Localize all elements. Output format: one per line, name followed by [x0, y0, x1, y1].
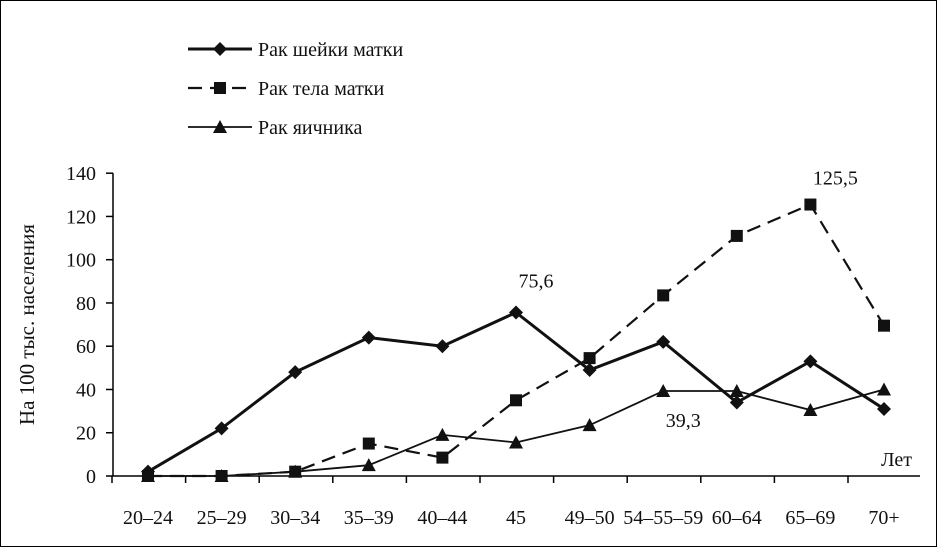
data-point-diamond: [213, 42, 227, 56]
y-tick-label: 140: [66, 163, 96, 185]
data-point-square: [362, 437, 375, 450]
data-point-diamond: [288, 365, 303, 380]
x-tick-label: 40–44: [417, 507, 467, 529]
data-point-diamond: [361, 330, 376, 345]
x-tick-label: 60–64: [712, 507, 762, 529]
y-axis-title: На 100 тыс. населения: [15, 224, 39, 425]
y-tick-label: 60: [76, 336, 96, 358]
legend-label: Рак яичника: [258, 117, 362, 139]
y-tick-label: 80: [76, 293, 96, 315]
y-tick-label: 120: [66, 206, 96, 228]
data-annotation: 125,5: [813, 168, 858, 190]
x-tick-label: 65–69: [785, 507, 835, 529]
x-tick-label: 20–24: [123, 507, 173, 529]
data-point-diamond: [582, 363, 597, 378]
data-point-square: [583, 352, 596, 365]
legend-label: Рак тела матки: [258, 78, 385, 100]
x-tick-label: 54–55–59: [623, 507, 703, 529]
data-point-square: [730, 229, 743, 242]
data-point-square: [657, 289, 670, 302]
data-point-triangle: [656, 383, 671, 397]
data-annotation: 75,6: [519, 270, 554, 292]
data-point-square: [510, 394, 522, 407]
y-tick-label: 100: [66, 250, 96, 272]
data-point-square: [878, 319, 890, 332]
legend-item-3: Рак яичника: [188, 117, 362, 139]
data-point-diamond: [729, 395, 744, 410]
series-3: [141, 382, 891, 482]
data-point-triangle: [361, 458, 376, 472]
x-tick-label: 70+: [868, 507, 899, 529]
data-point-triangle: [435, 427, 450, 441]
y-tick-label: 0: [86, 466, 96, 488]
data-point-triangle: [214, 469, 229, 482]
x-tick-label: 49–50: [565, 507, 615, 529]
data-point-triangle: [141, 469, 155, 482]
data-point-triangle: [877, 382, 891, 396]
x-tick-label: 35–39: [344, 507, 394, 529]
data-point-diamond: [656, 334, 671, 349]
x-tick-label: 45: [506, 507, 526, 529]
data-point-diamond: [435, 339, 450, 354]
data-annotation: 39,3: [666, 410, 701, 432]
legend-item-1: Рак шейки матки: [188, 39, 403, 61]
y-tick-label: 40: [76, 379, 96, 401]
data-point-square: [804, 198, 817, 211]
legend-label: Рак шейки матки: [258, 39, 403, 61]
data-point-triangle: [582, 418, 597, 432]
series-1: [141, 305, 891, 479]
series-line: [148, 203, 885, 478]
data-point-triangle: [729, 383, 744, 397]
x-tick-label: 25–29: [197, 507, 247, 529]
x-tick-label: 30–34: [270, 507, 320, 529]
data-point-diamond: [214, 421, 229, 436]
data-point-square: [214, 82, 226, 94]
data-point-square: [436, 451, 449, 464]
data-point-diamond: [803, 354, 818, 369]
data-point-diamond: [509, 305, 523, 320]
data-point-triangle: [509, 435, 523, 449]
x-unit-label: Лет: [881, 449, 912, 471]
data-point-triangle: [803, 403, 818, 417]
data-point-diamond: [877, 401, 891, 416]
data-point-triangle: [213, 120, 227, 133]
y-tick-label: 20: [76, 423, 96, 445]
data-point-triangle: [288, 464, 303, 478]
legend-item-2: Рак тела матки: [188, 78, 385, 100]
